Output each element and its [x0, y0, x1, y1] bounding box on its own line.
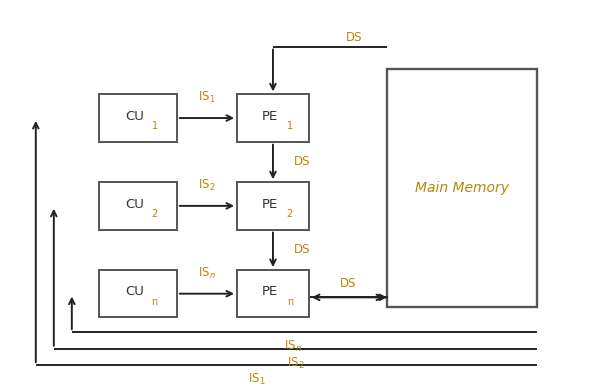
Text: 1: 1	[152, 121, 158, 131]
Text: IS$_1$: IS$_1$	[198, 90, 216, 106]
Text: n: n	[152, 297, 158, 307]
Text: Main Memory: Main Memory	[415, 180, 509, 194]
Text: PE: PE	[262, 110, 278, 123]
Text: PE: PE	[262, 197, 278, 211]
Text: DS: DS	[346, 31, 362, 44]
Text: IS$_2$: IS$_2$	[287, 356, 304, 371]
Text: PE: PE	[262, 285, 278, 298]
Text: CU: CU	[125, 197, 144, 211]
FancyBboxPatch shape	[237, 94, 309, 142]
FancyBboxPatch shape	[99, 94, 177, 142]
FancyBboxPatch shape	[387, 69, 537, 307]
FancyBboxPatch shape	[237, 270, 309, 317]
Text: DS: DS	[340, 277, 356, 290]
FancyBboxPatch shape	[237, 182, 309, 230]
Text: IS$_2$: IS$_2$	[198, 178, 216, 193]
Text: IS$_n$: IS$_n$	[284, 339, 301, 354]
Text: 2: 2	[152, 209, 158, 219]
FancyBboxPatch shape	[99, 182, 177, 230]
Text: 1: 1	[287, 121, 293, 131]
Text: IS$_n$: IS$_n$	[198, 266, 216, 281]
Text: CU: CU	[125, 110, 144, 123]
FancyBboxPatch shape	[99, 270, 177, 317]
Text: CU: CU	[125, 285, 144, 298]
Text: 2: 2	[287, 209, 293, 219]
Text: DS: DS	[294, 156, 310, 168]
Text: n: n	[287, 297, 293, 307]
Text: DS: DS	[294, 243, 310, 256]
Text: IS$_1$: IS$_1$	[248, 372, 265, 387]
